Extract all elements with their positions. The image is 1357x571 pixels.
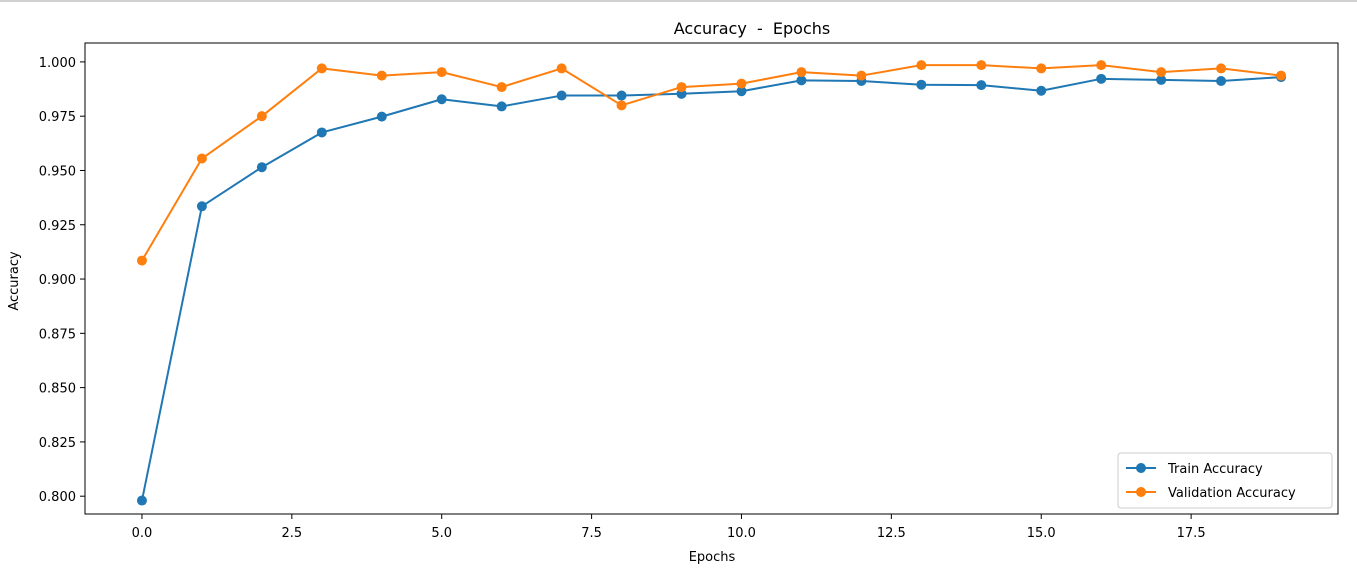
x-tick-label: 7.5: [581, 526, 602, 541]
y-tick-label: 0.925: [39, 219, 76, 234]
train-accuracy-point: [796, 75, 807, 86]
x-axis: 0.0 2.5 5.0 7.5 10.0 12.5 15.0 17.5: [132, 514, 1206, 541]
train-accuracy-point: [1216, 76, 1227, 87]
validation-accuracy-point: [676, 82, 687, 93]
x-tick-label: 17.5: [1177, 526, 1206, 541]
y-axis-label: Accuracy: [7, 251, 22, 311]
train-accuracy-point: [436, 94, 447, 105]
validation-accuracy-point: [556, 63, 567, 74]
legend-label-validation-accuracy: Validation Accuracy: [1168, 486, 1296, 501]
validation-accuracy-point: [796, 67, 807, 78]
validation-accuracy-point: [856, 70, 867, 81]
validation-accuracy-point: [736, 78, 747, 89]
validation-accuracy-point: [496, 82, 507, 93]
x-tick-label: 12.5: [877, 526, 906, 541]
train-accuracy-point: [1096, 73, 1107, 84]
train-accuracy-point: [376, 111, 387, 122]
x-tick-label: 5.0: [431, 526, 452, 541]
train-accuracy-point: [976, 80, 987, 91]
train-accuracy-point: [316, 127, 327, 138]
y-tick-label: 0.975: [39, 110, 76, 125]
train-accuracy-point: [196, 201, 207, 212]
y-tick-label: 1.000: [39, 56, 76, 71]
validation-accuracy-point: [616, 100, 627, 111]
validation-accuracy-point: [136, 255, 147, 266]
y-tick-label: 0.900: [39, 273, 76, 288]
train-accuracy-point: [496, 101, 507, 112]
validation-accuracy-point: [1036, 63, 1047, 74]
validation-accuracy-point: [376, 70, 387, 81]
validation-accuracy-point: [976, 60, 987, 71]
train-accuracy-point: [136, 495, 147, 506]
y-tick-label: 0.800: [39, 490, 76, 505]
train-accuracy-point: [1036, 85, 1047, 96]
series-layer: [136, 60, 1287, 506]
train-accuracy-point: [256, 162, 267, 173]
validation-accuracy-point: [1216, 63, 1227, 74]
x-tick-label: 15.0: [1027, 526, 1056, 541]
validation-accuracy-point: [1156, 67, 1167, 78]
validation-accuracy-point: [1276, 70, 1287, 81]
validation-accuracy-point: [1096, 60, 1107, 71]
chart-title: Accuracy - Epochs: [674, 19, 831, 38]
plot-area: [84, 42, 1339, 515]
x-tick-label: 0.0: [132, 526, 153, 541]
y-axis: 0.800 0.825 0.850 0.875 0.900 0.925 0.950 0.975…: [39, 56, 85, 505]
validation-accuracy-point: [316, 63, 327, 74]
legend: Train Accuracy Validation Accuracy: [1117, 452, 1333, 509]
x-axis-label: Epochs: [689, 550, 736, 565]
train-accuracy-line: [140, 76, 1282, 501]
y-tick-label: 0.825: [39, 436, 76, 451]
validation-accuracy-point: [256, 111, 267, 122]
train-accuracy-point: [736, 86, 747, 97]
top-border: [0, 0, 1357, 2]
legend-box: [1117, 452, 1333, 509]
train-accuracy-point: [556, 90, 567, 101]
legend-label-train-accuracy: Train Accuracy: [1167, 462, 1263, 477]
validation-accuracy-point: [196, 153, 207, 164]
y-tick-label: 0.850: [39, 382, 76, 397]
legend-marker-validation-accuracy: [1136, 487, 1146, 497]
validation-accuracy-line: [141, 64, 1282, 262]
train-accuracy-point: [616, 90, 627, 101]
validation-accuracy-point: [916, 60, 927, 71]
validation-accuracy-point: [436, 67, 447, 78]
y-tick-label: 0.950: [39, 164, 76, 179]
y-tick-label: 0.875: [39, 327, 76, 342]
legend-marker-train-accuracy: [1136, 463, 1146, 473]
train-accuracy-point: [1156, 74, 1167, 85]
train-accuracy-point: [916, 79, 927, 90]
x-tick-label: 2.5: [281, 526, 302, 541]
x-tick-label: 10.0: [727, 526, 756, 541]
